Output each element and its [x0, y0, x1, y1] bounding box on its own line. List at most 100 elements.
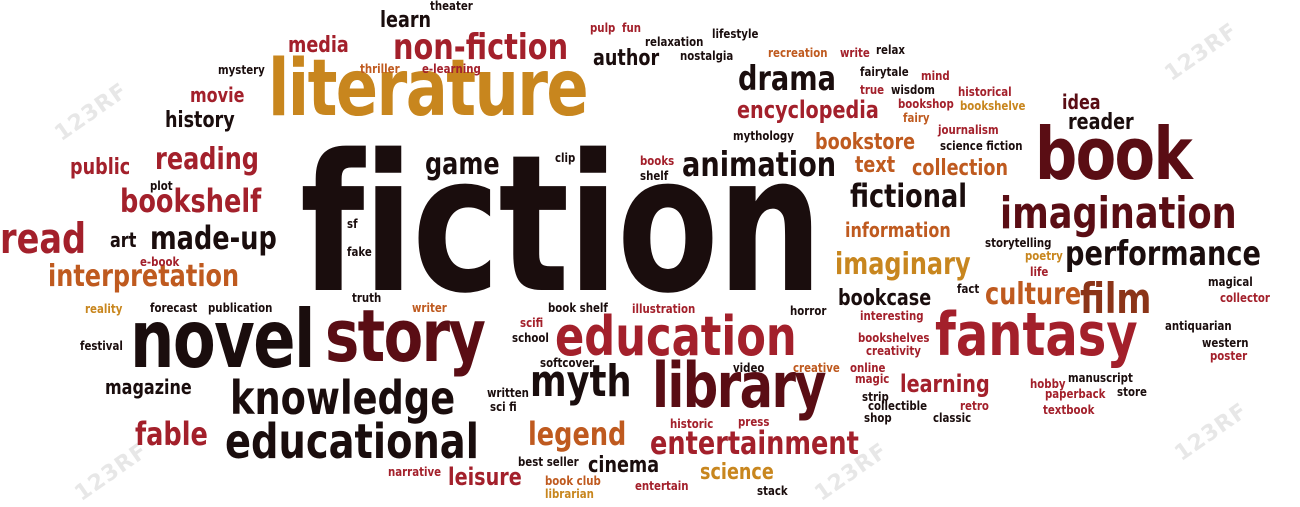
- word-poetry: poetry: [1025, 249, 1063, 263]
- word-drama: drama: [738, 59, 836, 99]
- word-magic: magic: [855, 372, 890, 386]
- word-softcover: softcover: [540, 356, 595, 370]
- word-storytelling: storytelling: [985, 236, 1052, 250]
- word-fiction: fiction: [300, 114, 823, 335]
- word-fun: fun: [622, 21, 641, 35]
- word-creativity: creativity: [866, 344, 921, 358]
- word-forecast: forecast: [150, 301, 198, 315]
- word-magical: magical: [1208, 275, 1253, 289]
- word-publication: publication: [208, 301, 273, 315]
- word-horror: horror: [790, 304, 827, 318]
- word-wisdom: wisdom: [891, 83, 935, 97]
- word-strip: strip: [862, 390, 889, 404]
- word-fairy: fairy: [903, 111, 930, 125]
- word-public: public: [70, 155, 131, 180]
- word-collectible: collectible: [868, 399, 928, 413]
- word-plot: plot: [150, 179, 173, 193]
- word-book-club: book club: [545, 474, 601, 488]
- word-scifi: scifi: [520, 316, 544, 330]
- word-mind: mind: [921, 69, 950, 83]
- word-relaxation: relaxation: [645, 35, 704, 49]
- word-author: author: [593, 46, 660, 71]
- word-read: read: [0, 214, 87, 263]
- word-reading: reading: [155, 142, 259, 177]
- word-myth: myth: [530, 356, 632, 407]
- word-western: western: [1202, 336, 1249, 350]
- word-school: school: [512, 331, 549, 345]
- word-collector: collector: [1220, 291, 1270, 305]
- word-science-fiction: science fiction: [940, 139, 1023, 153]
- word-knowledge: knowledge: [230, 371, 456, 425]
- word-life: life: [1030, 265, 1049, 279]
- word-sci-fi: sci fi: [490, 400, 517, 414]
- word-fable: fable: [135, 415, 208, 453]
- word-pulp: pulp: [590, 21, 616, 35]
- word-thriller: thriller: [360, 62, 400, 76]
- word-interpretation: interpretation: [48, 259, 240, 294]
- word-bookshelve: bookshelve: [960, 99, 1026, 113]
- word-written: written: [487, 386, 529, 400]
- word-made-up: made-up: [150, 219, 277, 257]
- word-best-seller: best seller: [518, 455, 579, 469]
- word-e-learning: e-learning: [422, 62, 481, 76]
- word-video: video: [733, 361, 765, 375]
- word-book-shelf: book shelf: [548, 301, 608, 315]
- word-information: information: [845, 218, 951, 242]
- word-novel: novel: [130, 293, 315, 386]
- word-theater: theater: [430, 0, 473, 13]
- word-educational: educational: [225, 414, 479, 470]
- word-store: store: [1117, 385, 1147, 399]
- word-fairytale: fairytale: [860, 65, 909, 79]
- word-media: media: [288, 33, 349, 58]
- word-true: true: [860, 83, 885, 97]
- word-stack: stack: [757, 484, 788, 498]
- watermark-4: 123RF: [1170, 398, 1253, 467]
- word-write: write: [840, 46, 870, 60]
- word-collection: collection: [912, 156, 1009, 181]
- word-game: game: [425, 147, 500, 182]
- word-mystery: mystery: [218, 63, 265, 77]
- word-antiquarian: antiquarian: [1165, 319, 1232, 333]
- word-movie: movie: [190, 83, 245, 107]
- word-historical: historical: [958, 85, 1012, 99]
- word-journalism: journalism: [938, 123, 999, 137]
- word-imagination: imagination: [1000, 188, 1237, 239]
- word-nostalgia: nostalgia: [680, 49, 734, 63]
- word-education: education: [555, 305, 797, 368]
- word-performance: performance: [1065, 234, 1261, 274]
- word-library: library: [652, 349, 827, 422]
- word-bookshelves: bookshelves: [858, 331, 930, 345]
- word-science: science: [700, 460, 774, 485]
- word-cinema: cinema: [588, 453, 660, 478]
- word-librarian: librarian: [545, 487, 594, 501]
- word-bookstore: bookstore: [815, 130, 916, 155]
- word-retro: retro: [960, 399, 989, 413]
- word-magazine: magazine: [105, 375, 192, 399]
- word-writer: writer: [412, 301, 447, 315]
- word-fact: fact: [957, 282, 980, 296]
- word-textbook: textbook: [1043, 403, 1095, 417]
- watermark-1: 123RF: [50, 78, 133, 147]
- word-film: film: [1080, 274, 1152, 323]
- word-text: text: [855, 153, 896, 178]
- word-bookshop: bookshop: [898, 97, 954, 111]
- word-sf: sf: [347, 217, 358, 231]
- word-book: book: [1035, 112, 1193, 196]
- word-reader: reader: [1068, 110, 1134, 135]
- word-relax: relax: [876, 43, 905, 57]
- word-bookshelf: bookshelf: [120, 182, 262, 220]
- word-press: press: [738, 415, 770, 429]
- watermark-2: 123RF: [1160, 18, 1243, 87]
- word-non-fiction: non-fiction: [393, 27, 569, 68]
- word-narrative: narrative: [388, 465, 442, 479]
- word-shelf: shelf: [640, 169, 669, 183]
- word-festival: festival: [80, 339, 123, 353]
- word-fake: fake: [347, 245, 372, 259]
- word-learn: learn: [380, 8, 432, 33]
- word-learning: learning: [900, 370, 990, 398]
- word-lifestyle: lifestyle: [712, 27, 759, 41]
- word-poster: poster: [1210, 349, 1248, 363]
- word-mythology: mythology: [733, 129, 794, 143]
- word-leisure: leisure: [448, 463, 522, 491]
